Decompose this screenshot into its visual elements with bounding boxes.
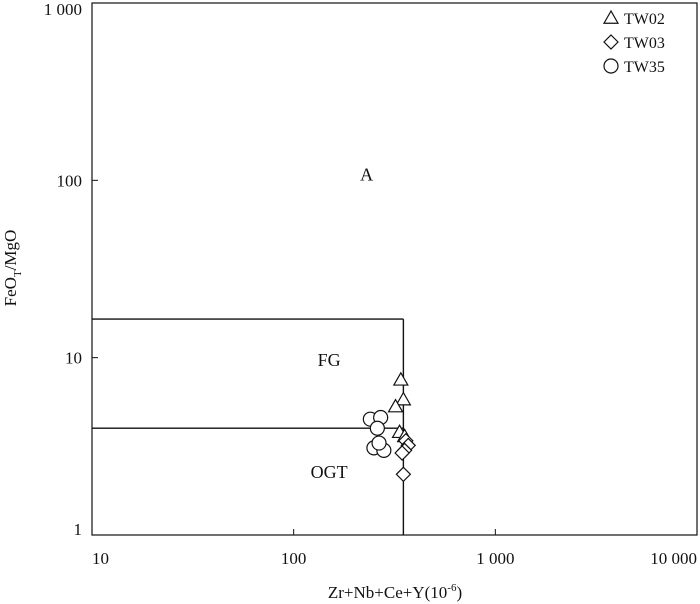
plot-frame bbox=[91, 2, 698, 536]
field-boundaries bbox=[92, 318, 405, 535]
data-point-circle bbox=[371, 435, 387, 451]
legend-label: TW35 bbox=[624, 59, 665, 76]
legend-marker-triangle bbox=[602, 9, 620, 24]
field-labels: A FG OGT bbox=[311, 164, 373, 482]
data-point-diamond bbox=[395, 466, 412, 483]
data-point-triangle bbox=[387, 398, 404, 413]
legend-marker-diamond bbox=[603, 34, 619, 50]
data-points bbox=[362, 371, 417, 483]
legend-label: TW02 bbox=[624, 11, 665, 28]
x-tick-label: 10 bbox=[92, 549, 109, 568]
series-tw02 bbox=[387, 371, 413, 443]
y-tick-label: 100 bbox=[57, 171, 83, 190]
legend-label: TW03 bbox=[624, 35, 665, 52]
legend-marker-circle bbox=[603, 58, 619, 74]
legend: TW02 TW03 TW35 bbox=[602, 9, 665, 76]
x-axis-label: Zr+Nb+Ce+Y(10-6) bbox=[328, 582, 462, 602]
x-tick-label: 10 000 bbox=[650, 549, 697, 568]
y-tick-label: 1 bbox=[74, 520, 83, 539]
field-label-a: A bbox=[360, 164, 373, 184]
data-point-circle bbox=[369, 420, 385, 436]
x-tick-label: 100 bbox=[281, 549, 307, 568]
y-tick-label: 1 000 bbox=[44, 0, 82, 19]
data-point-triangle bbox=[392, 371, 409, 386]
field-label-ogt: OGT bbox=[311, 462, 348, 482]
data-point-triangle bbox=[395, 391, 412, 406]
x-tick-label: 1 000 bbox=[476, 549, 514, 568]
axis-ticks: 10 100 1 000 10 000 1 10 100 1 000 bbox=[44, 0, 698, 568]
y-tick-label: 10 bbox=[65, 349, 82, 368]
field-label-fg: FG bbox=[318, 350, 341, 370]
y-axis-label: FeOT/MgO bbox=[1, 230, 24, 307]
plot-border bbox=[91, 2, 698, 536]
series-tw03 bbox=[394, 432, 417, 483]
series-tw35 bbox=[362, 409, 392, 458]
data-point-diamond bbox=[394, 445, 410, 461]
